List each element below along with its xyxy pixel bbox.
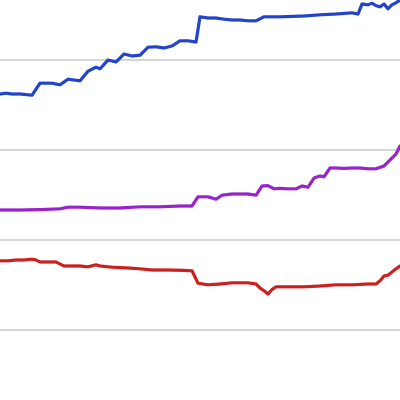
grid-layer xyxy=(0,59,400,331)
series-line-0 xyxy=(0,0,400,97)
series-line-1 xyxy=(0,144,400,212)
series-layer xyxy=(0,0,400,296)
series-line-2 xyxy=(0,257,400,296)
